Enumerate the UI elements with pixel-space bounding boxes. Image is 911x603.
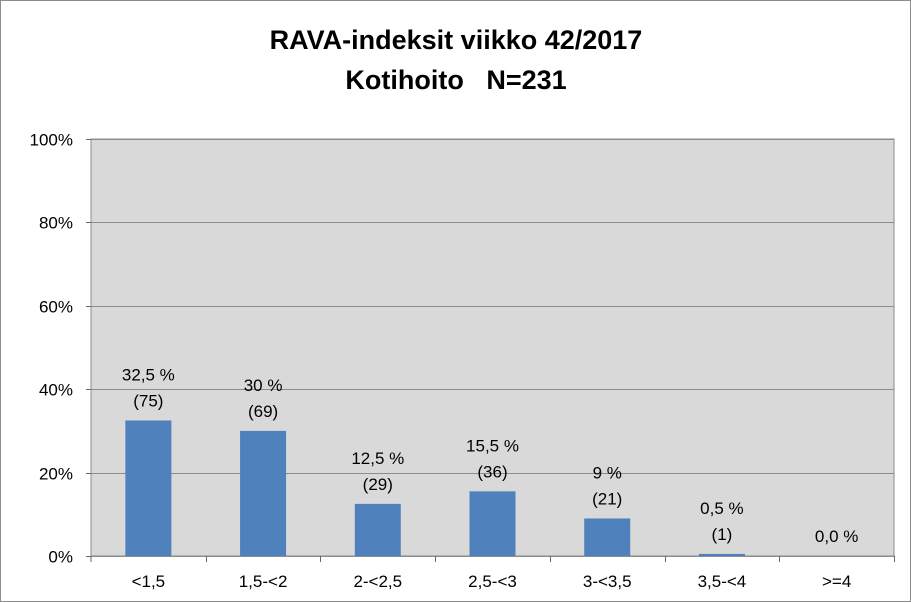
y-tick-label: 40% bbox=[39, 381, 73, 400]
bar bbox=[240, 430, 287, 556]
y-tick-label: 20% bbox=[39, 465, 73, 484]
chart-title: RAVA-indeksit viikko 42/2017 bbox=[270, 25, 643, 55]
data-label-percent: 30 % bbox=[244, 376, 283, 395]
data-label-percent: 12,5 % bbox=[351, 449, 404, 468]
y-tick-label: 100% bbox=[30, 131, 73, 150]
data-label-count: (75) bbox=[133, 391, 163, 410]
data-label-count: (21) bbox=[592, 489, 622, 508]
bar bbox=[584, 518, 631, 556]
data-labels: 32,5 % (75) 30 % (69) 12,5 % (29) 15,5 % (36) 9 … bbox=[122, 365, 858, 546]
data-label-percent: 15,5 % bbox=[466, 436, 519, 455]
y-tick-label: 80% bbox=[39, 214, 73, 233]
x-tick-label: 2,5-<3 bbox=[468, 572, 517, 591]
bars bbox=[125, 420, 745, 556]
plot-area bbox=[90, 138, 895, 557]
x-tick-label: 3,5-<4 bbox=[698, 572, 747, 591]
x-tick-label: 2-<2,5 bbox=[353, 572, 402, 591]
x-tick-label: 1,5-<2 bbox=[239, 572, 288, 591]
y-tick-label: 60% bbox=[39, 298, 73, 317]
gridlines bbox=[86, 139, 895, 562]
data-label-percent: 0,5 % bbox=[700, 499, 743, 518]
data-label-count: (36) bbox=[477, 462, 507, 481]
bar bbox=[469, 491, 516, 556]
bar bbox=[125, 420, 172, 556]
y-axis-ticks: 0% 20% 40% 60% 80% 100% bbox=[30, 131, 73, 567]
x-tick-label: >=4 bbox=[822, 572, 851, 591]
data-label-percent: 32,5 % bbox=[122, 365, 175, 384]
x-tick-label: <1,5 bbox=[132, 572, 166, 591]
x-axis-ticks: <1,5 1,5-<2 2-<2,5 2,5-<3 3-<3,5 3,5-<4 >=4 bbox=[132, 572, 852, 591]
bar bbox=[698, 553, 745, 556]
x-tick-label: 3-<3,5 bbox=[583, 572, 632, 591]
data-label-percent: 0,0 % bbox=[815, 527, 858, 546]
y-tick-label: 0% bbox=[48, 548, 73, 567]
chart-subtitle: Kotihoito N=231 bbox=[345, 65, 566, 95]
data-label-percent: 9 % bbox=[593, 463, 622, 482]
bar bbox=[354, 503, 401, 556]
data-label-count: (29) bbox=[363, 475, 393, 494]
data-label-count: (69) bbox=[248, 402, 278, 421]
data-label-count: (1) bbox=[712, 525, 733, 544]
